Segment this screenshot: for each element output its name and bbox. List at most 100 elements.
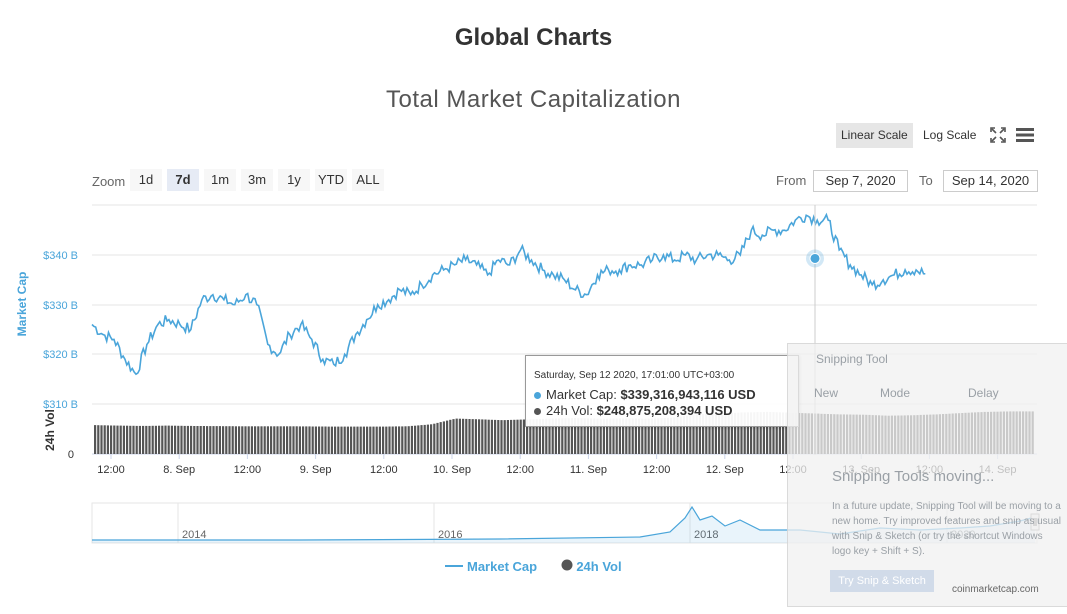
linear-scale-button[interactable]: Linear Scale (836, 123, 913, 148)
volume-bar (663, 418, 666, 454)
volume-bar (510, 419, 513, 454)
from-label: From (776, 173, 807, 188)
volume-bar (263, 426, 266, 454)
snipping-new-button[interactable]: New (814, 386, 839, 400)
zoom-ytd-button[interactable]: YTD (315, 169, 347, 191)
zoom-1m-button[interactable]: 1m (204, 169, 236, 191)
volume-bar (228, 426, 231, 454)
volume-bar (324, 426, 327, 454)
zoom-1y-button[interactable]: 1y (278, 169, 310, 191)
snipping-delay-button[interactable]: Delay (968, 386, 999, 400)
volume-bar (343, 426, 346, 454)
y-tick-label: $320 B (43, 349, 78, 361)
volume-bar (164, 425, 167, 454)
navigator-tick-label: 2018 (694, 529, 718, 541)
volume-bar (282, 426, 285, 454)
volume-zero-tick: 0 (68, 449, 74, 461)
volume-bar (778, 412, 781, 454)
volume-bar (298, 426, 301, 454)
tooltip: Saturday, Sep 12 2020, 17:01:00 UTC+03:0… (525, 355, 799, 427)
volume-bar (199, 426, 202, 454)
legend-volume[interactable]: 24h Vol (561, 559, 622, 574)
volume-bar (346, 426, 349, 454)
volume-bar (439, 422, 442, 454)
credits[interactable]: coinmarketcap.com (952, 584, 1039, 595)
volume-bar (154, 425, 157, 454)
volume-bar (366, 426, 369, 454)
volume-bar (554, 418, 557, 454)
tooltip-market-cap: Market Cap: $339,316,943,116 USD (534, 387, 756, 402)
volume-bar (714, 413, 717, 454)
volume-bar (490, 419, 493, 454)
volume-bar (606, 418, 609, 454)
volume-bar (762, 412, 765, 454)
navigator-tick-label: 2014 (182, 529, 206, 541)
zoom-all-button[interactable]: ALL (352, 169, 384, 191)
volume-bar (106, 425, 109, 454)
tooltip-vol-label: 24h Vol: (546, 403, 593, 418)
volume-bar (417, 425, 420, 454)
volume-bar (401, 426, 404, 454)
volume-bar (612, 418, 615, 454)
y-tick-label: $340 B (43, 250, 78, 262)
volume-bar (654, 418, 657, 454)
hover-point (809, 252, 821, 264)
volume-bar (590, 418, 593, 454)
snipping-tool-window[interactable]: Snipping Tool New Mode Delay Snipping To… (787, 343, 1067, 607)
zoom-label: Zoom (92, 174, 126, 189)
fullscreen-icon[interactable] (990, 127, 1006, 143)
volume-bar (609, 418, 612, 454)
volume-bar (599, 418, 602, 454)
volume-bar (186, 425, 189, 454)
volume-bar (337, 426, 340, 454)
volume-bar (698, 414, 701, 454)
volume-bar (721, 413, 724, 454)
volume-bar (570, 418, 573, 454)
volume-bar (196, 426, 199, 454)
legend-market-cap[interactable]: Market Cap (445, 559, 537, 574)
volume-bar (385, 426, 388, 454)
from-date-input[interactable]: Sep 7, 2020 (813, 170, 908, 192)
volume-bar (686, 415, 689, 454)
snipping-mode-button[interactable]: Mode (880, 386, 911, 400)
volume-bar (158, 425, 161, 454)
volume-bar (580, 418, 583, 454)
volume-bar (170, 425, 173, 454)
volume-bar (670, 417, 673, 454)
y-axis-label-market-cap: Market Cap (15, 272, 29, 337)
volume-bar (532, 419, 535, 454)
volume-bar (276, 426, 279, 454)
tooltip-vol-value: $248,875,208,394 USD (596, 403, 733, 418)
volume-bar (407, 426, 410, 454)
volume-bar (430, 424, 433, 454)
volume-bar (503, 420, 506, 454)
zoom-1d-button[interactable]: 1d (130, 169, 162, 191)
zoom-7d-button[interactable]: 7d (167, 169, 199, 191)
volume-bar (519, 419, 522, 454)
volume-bar (551, 418, 554, 454)
volume-bar (564, 418, 567, 454)
volume-bar (116, 425, 119, 454)
volume-bar (538, 418, 541, 454)
volume-bar (241, 426, 244, 454)
volume-bar (398, 426, 401, 454)
y-tick-label: $330 B (43, 300, 78, 312)
snipping-moving-title: Snipping Tools moving... (832, 468, 995, 485)
y-tick-label: $310 B (43, 399, 78, 411)
tooltip-market-cap-label: Market Cap: (546, 387, 617, 402)
log-scale-button[interactable]: Log Scale (923, 128, 977, 142)
zoom-3m-button[interactable]: 3m (241, 169, 273, 191)
volume-bar (250, 426, 253, 454)
volume-bar (97, 425, 100, 454)
to-date-input[interactable]: Sep 14, 2020 (943, 170, 1038, 192)
x-tick-label: 12. Sep (706, 464, 744, 476)
volume-bar (238, 426, 241, 454)
try-snip-sketch-button[interactable]: Try Snip & Sketch (830, 570, 934, 592)
snipping-moving-body: In a future update, Snipping Tool will b… (832, 501, 1062, 557)
volume-bar (382, 426, 385, 454)
volume-bar (394, 426, 397, 454)
to-label: To (919, 173, 933, 188)
menu-icon[interactable] (1015, 127, 1035, 143)
volume-bar (494, 419, 497, 454)
volume-bar (410, 425, 413, 454)
